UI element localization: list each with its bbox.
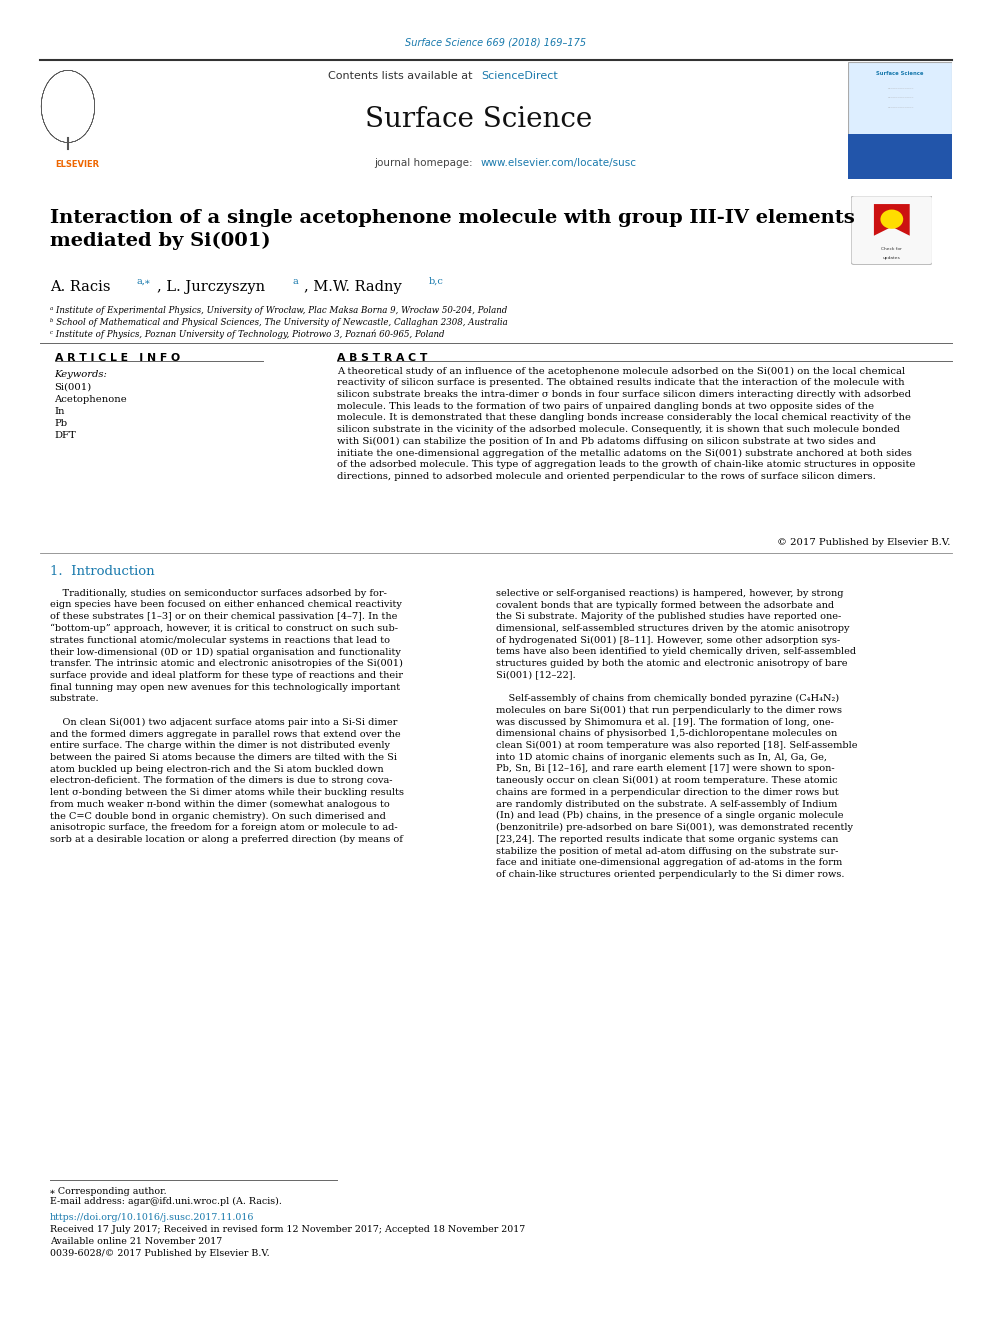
- Text: 1.  Introduction: 1. Introduction: [50, 565, 154, 578]
- Text: updates: updates: [883, 255, 901, 259]
- Text: Check for: Check for: [882, 247, 902, 251]
- Text: , L. Jurczyszyn: , L. Jurczyszyn: [157, 280, 265, 295]
- Text: Interaction of a single acetophenone molecule with group III-IV elements
mediate: Interaction of a single acetophenone mol…: [50, 209, 854, 250]
- Text: ScienceDirect: ScienceDirect: [481, 71, 558, 82]
- FancyBboxPatch shape: [851, 196, 932, 265]
- Text: journal homepage:: journal homepage:: [375, 159, 476, 168]
- Text: A B S T R A C T: A B S T R A C T: [337, 353, 428, 364]
- Text: E-mail address: agar@ifd.uni.wroc.pl (A. Racis).: E-mail address: agar@ifd.uni.wroc.pl (A.…: [50, 1197, 282, 1207]
- Text: https://doi.org/10.1016/j.susc.2017.11.016: https://doi.org/10.1016/j.susc.2017.11.0…: [50, 1213, 254, 1222]
- Text: a,⁎: a,⁎: [137, 277, 151, 286]
- Text: Surface Science 669 (2018) 169–175: Surface Science 669 (2018) 169–175: [406, 37, 586, 48]
- Text: www.elsevier.com/locate/susc: www.elsevier.com/locate/susc: [481, 159, 637, 168]
- Text: ᶜ Institute of Physics, Poznan University of Technology, Piotrowo 3, Poznań 60-9: ᶜ Institute of Physics, Poznan Universit…: [50, 329, 444, 339]
- Text: _______________: _______________: [887, 95, 914, 99]
- Text: ᵃ Institute of Experimental Physics, University of Wrocław, Plac Maksa Borna 9, : ᵃ Institute of Experimental Physics, Uni…: [50, 306, 507, 315]
- Text: A R T I C L E   I N F O: A R T I C L E I N F O: [55, 353, 180, 364]
- Text: , M.W. Radny: , M.W. Radny: [304, 280, 402, 295]
- Text: Received 17 July 2017; Received in revised form 12 November 2017; Accepted 18 No: Received 17 July 2017; Received in revis…: [50, 1225, 525, 1234]
- Text: Si(001): Si(001): [55, 382, 92, 392]
- Text: Traditionally, studies on semiconductor surfaces adsorbed by for-
eign species h: Traditionally, studies on semiconductor …: [50, 589, 404, 844]
- Text: Contents lists available at: Contents lists available at: [328, 71, 476, 82]
- Text: ᵇ School of Mathematical and Physical Sciences, The University of Newcastle, Cal: ᵇ School of Mathematical and Physical Sc…: [50, 318, 507, 327]
- Text: In: In: [55, 406, 65, 415]
- Text: _______________: _______________: [887, 105, 914, 108]
- Text: selective or self-organised reactions) is hampered, however, by strong
covalent : selective or self-organised reactions) i…: [496, 589, 857, 878]
- Text: A theoretical study of an influence of the acetophenone molecule adsorbed on the: A theoretical study of an influence of t…: [337, 366, 916, 480]
- Text: DFT: DFT: [55, 431, 76, 441]
- Text: 0039-6028/© 2017 Published by Elsevier B.V.: 0039-6028/© 2017 Published by Elsevier B…: [50, 1249, 269, 1258]
- Text: © 2017 Published by Elsevier B.V.: © 2017 Published by Elsevier B.V.: [777, 538, 950, 548]
- Text: ELSEVIER: ELSEVIER: [55, 160, 99, 169]
- Text: _______________: _______________: [887, 86, 914, 90]
- Text: Keywords:: Keywords:: [55, 370, 107, 380]
- Text: Surface Science: Surface Science: [877, 71, 924, 77]
- Text: A. Racis: A. Racis: [50, 280, 110, 295]
- Circle shape: [881, 209, 903, 229]
- Text: a: a: [293, 277, 299, 286]
- Bar: [848, 135, 952, 179]
- Polygon shape: [874, 204, 910, 235]
- Text: Acetophenone: Acetophenone: [55, 394, 127, 404]
- Text: Available online 21 November 2017: Available online 21 November 2017: [50, 1237, 222, 1246]
- Text: b,c: b,c: [429, 277, 443, 286]
- Text: Pb: Pb: [55, 419, 67, 427]
- Text: Surface Science: Surface Science: [365, 106, 592, 134]
- Text: ⁎ Corresponding author.: ⁎ Corresponding author.: [50, 1187, 167, 1196]
